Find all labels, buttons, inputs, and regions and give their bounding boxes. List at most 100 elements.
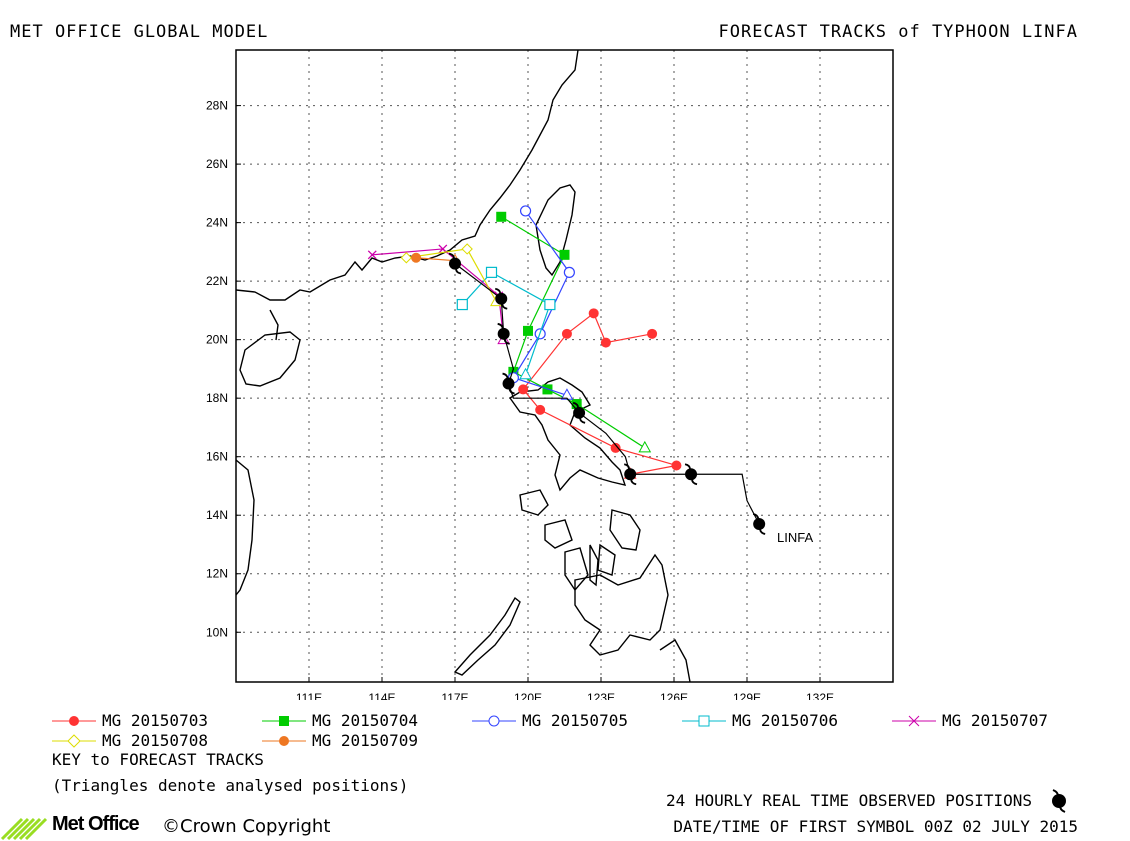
y-tick-label: 26N xyxy=(206,157,228,171)
forecast-point xyxy=(671,460,682,471)
typhoon-symbol xyxy=(495,287,508,310)
legend-label: MG 20150706 xyxy=(732,711,838,730)
forecast-point xyxy=(535,404,546,415)
forecast-point xyxy=(400,252,413,264)
legend-item-20150709: MG 20150709 xyxy=(262,730,418,750)
legend-label: MG 20150708 xyxy=(102,731,208,750)
negros-island xyxy=(564,547,589,592)
forecast-point xyxy=(610,442,621,453)
typhoon-symbol xyxy=(752,513,766,535)
china-coast xyxy=(236,50,579,301)
chart-title-right: FORECAST TRACKS of TYPHOON LINFA xyxy=(718,22,1078,42)
y-tick-label: 18N xyxy=(206,391,228,405)
mindanao-island xyxy=(574,553,669,656)
legend-item-20150703: MG 20150703 xyxy=(52,710,208,730)
legend-marker-yellow-diamond xyxy=(52,733,96,748)
observed-positions-note: 24 HOURLY REAL TIME OBSERVED POSITIONS xyxy=(665,791,1032,810)
x-tick-label: 123E xyxy=(587,691,615,700)
y-tick-label: 14N xyxy=(206,508,228,522)
leizhou-peninsula xyxy=(269,309,279,341)
mindoro-island xyxy=(519,489,549,516)
forecast-point xyxy=(411,252,422,263)
legend-item-20150708: MG 20150708 xyxy=(52,730,208,750)
met-office-logo-icon xyxy=(0,817,48,841)
typhoon-symbol xyxy=(497,322,510,345)
legend-marker-green-square xyxy=(262,715,306,726)
x-tick-label: 120E xyxy=(514,691,542,700)
legend-label: MG 20150707 xyxy=(942,711,1048,730)
vietnam-coast xyxy=(236,459,255,596)
analysed-position-triangle xyxy=(560,388,574,400)
analysed-position-triangle xyxy=(638,440,652,453)
forecast-point xyxy=(559,249,570,260)
legend-marker-magenta-cross xyxy=(892,715,936,726)
chart-title-left: MET OFFICE GLOBAL MODEL xyxy=(10,22,269,42)
plot-frame xyxy=(235,49,894,683)
y-tick-label: 12N xyxy=(206,567,228,581)
typhoon-symbol xyxy=(684,463,698,486)
y-tick-label: 20N xyxy=(206,333,228,347)
y-tick-label: 10N xyxy=(206,625,228,639)
legend-item-20150706: MG 20150706 xyxy=(682,710,838,730)
panay-island xyxy=(544,519,573,549)
copyright-text: ©Crown Copyright xyxy=(162,816,331,837)
legend-marker-red-circle xyxy=(52,715,96,726)
legend-key-note: (Triangles denote analysed positions) xyxy=(52,776,409,795)
forecast-map: 111E 114E 117E 120E 123E 126E 129E 132E 10N 12N 14… xyxy=(206,49,894,700)
x-tick-label: 132E xyxy=(806,691,834,700)
leyte-island xyxy=(597,543,616,576)
typhoon-symbol-icon xyxy=(1052,789,1066,813)
typhoon-symbol xyxy=(572,401,586,424)
forecast-track-line xyxy=(372,248,505,340)
cebu-island xyxy=(589,544,599,587)
storm-label: LINFA xyxy=(777,530,813,545)
y-tick-label: 22N xyxy=(206,274,228,288)
coastlines xyxy=(236,50,691,682)
forecast-track-line xyxy=(416,257,456,262)
typhoon-symbol xyxy=(448,252,462,275)
legend-marker-cyan-square xyxy=(682,715,726,726)
first-symbol-datetime: DATE/TIME OF FIRST SYMBOL 00Z 02 JULY 20… xyxy=(673,817,1078,836)
x-tick-label: 126E xyxy=(660,691,688,700)
x-tick-label: 129E xyxy=(733,691,761,700)
forecast-point xyxy=(563,266,575,278)
forecast-point xyxy=(508,366,519,377)
palawan-island xyxy=(453,596,521,676)
forecast-point xyxy=(600,337,611,348)
forecast-point xyxy=(461,243,473,255)
forecast-point xyxy=(496,211,507,222)
forecast-point xyxy=(519,205,532,217)
x-tick-label: 117E xyxy=(441,691,468,700)
borneo-coast xyxy=(659,638,691,682)
forecast-point xyxy=(588,308,599,319)
forecast-point xyxy=(367,250,377,260)
legend-item-20150705: MG 20150705 xyxy=(472,710,628,730)
forecast-point xyxy=(544,298,556,311)
legend-item-20150707: MG 20150707 xyxy=(892,710,1048,730)
samar-island xyxy=(609,509,641,551)
legend-key-title: KEY to FORECAST TRACKS xyxy=(52,750,264,769)
taiwan-island xyxy=(535,184,576,277)
x-tick-label: 111E xyxy=(296,691,322,700)
legend-label: MG 20150704 xyxy=(312,711,418,730)
legend-marker-orange-circle xyxy=(262,735,306,746)
forecast-point xyxy=(561,328,572,339)
y-tick-label: 28N xyxy=(206,99,228,113)
legend-label: MG 20150703 xyxy=(102,711,208,730)
legend-label: MG 20150709 xyxy=(312,731,418,750)
map-grid xyxy=(236,50,893,682)
x-tick-label: 114E xyxy=(368,691,395,700)
analysed-position-triangle xyxy=(519,367,532,380)
hainan-island xyxy=(239,331,301,387)
legend-item-20150704: MG 20150704 xyxy=(262,710,418,730)
y-tick-label: 24N xyxy=(206,216,228,230)
luzon-island xyxy=(508,377,627,492)
typhoon-symbol xyxy=(623,463,637,486)
legend-marker-blue-circle xyxy=(472,715,516,726)
forecast-point xyxy=(456,298,468,311)
forecast-point xyxy=(485,266,498,278)
y-tick-label: 16N xyxy=(206,450,228,464)
met-office-logo-text: Met Office xyxy=(52,813,140,835)
forecast-point xyxy=(523,325,533,336)
forecast-point xyxy=(518,384,529,395)
